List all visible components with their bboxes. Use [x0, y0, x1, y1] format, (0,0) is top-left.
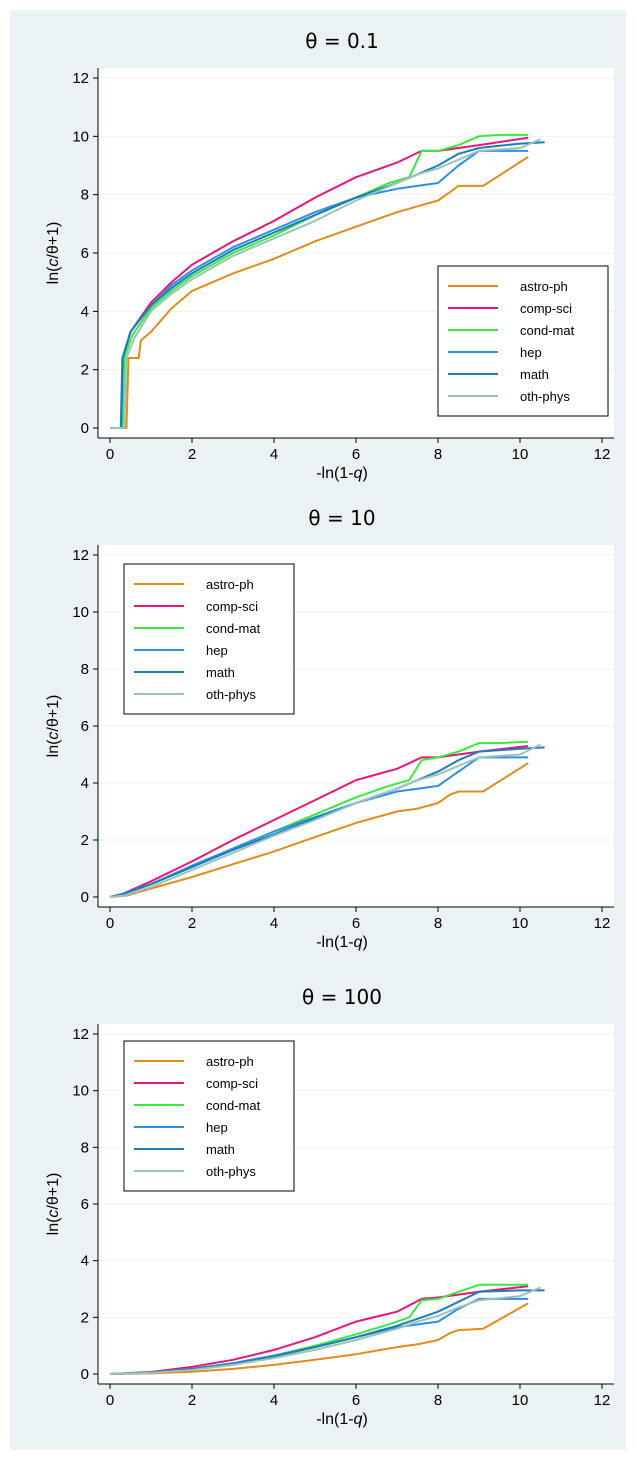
series-line-math [110, 141, 545, 429]
x-tick-label: 8 [434, 446, 442, 463]
y-tick-label: 8 [81, 661, 89, 678]
y-tick-label: 10 [72, 1083, 89, 1100]
x-tick-label: 4 [270, 915, 278, 932]
y-tick-label: 2 [81, 832, 89, 849]
chart-panel-3: 0 2 4 6 8 10 12 0 2 4 6 8 10 12 θ = 100 -ln(1-q) ln(c/θ+… [45, 985, 614, 1428]
legend-label-comp-sci: comp-sci [520, 301, 572, 316]
legend-label-oth-phys: oth-phys [206, 1164, 256, 1179]
x-tick-label: 2 [188, 446, 196, 463]
y-tick-label: 6 [81, 245, 89, 262]
y-tick-label: 2 [81, 1309, 89, 1326]
chart-panel-1: 0 2 4 6 8 10 12 0 2 4 6 8 10 12 θ = 0.1 -ln(1-q) ln(c/θ+… [45, 29, 614, 482]
legend-box [437, 265, 609, 417]
x-tick-label: 10 [512, 1392, 529, 1409]
x-tick-label: 8 [434, 915, 442, 932]
y-tick-label: 4 [81, 775, 89, 792]
legend-label-astro-ph: astro-ph [206, 577, 254, 592]
series-line-oth-phys [109, 1286, 541, 1375]
legend-box [123, 563, 295, 715]
y-axis-label: ln(c/θ+1) [45, 1173, 62, 1236]
x-tick-label: 8 [434, 1392, 442, 1409]
legend-label-math: math [206, 1142, 235, 1157]
y-tick-label: 0 [81, 889, 89, 906]
legend-label-oth-phys: oth-phys [520, 389, 570, 404]
series-line-astro-ph [109, 1302, 529, 1375]
legend-label-math: math [206, 665, 235, 680]
y-tick-label: 12 [72, 547, 89, 564]
y-axis-label: ln(c/θ+1) [45, 222, 62, 285]
chart-panel-2: 0 2 4 6 8 10 12 0 2 4 6 8 10 12 θ = 10 -ln(1-q) ln(c/θ+1… [45, 506, 614, 951]
x-tick-label: 0 [106, 1392, 114, 1409]
chart-title: θ = 100 [302, 985, 382, 1009]
legend-label-oth-phys: oth-phys [206, 687, 256, 702]
legend-label-astro-ph: astro-ph [520, 279, 568, 294]
x-tick-label: 6 [352, 1392, 360, 1409]
x-axis-label: -ln(1-q) [316, 934, 368, 951]
x-tick-label: 12 [594, 446, 611, 463]
legend-box [123, 1040, 295, 1192]
x-tick-label: 2 [188, 915, 196, 932]
legend-label-comp-sci: comp-sci [206, 1076, 258, 1091]
legend-label-cond-mat: cond-mat [206, 1098, 261, 1113]
x-tick-label: 2 [188, 1392, 196, 1409]
legend-label-hep: hep [206, 1120, 228, 1135]
chart-figure: 0 2 4 6 8 10 12 0 2 4 6 8 10 12 θ = 0.1 -ln(1-q) ln(c/θ+… [45, 29, 614, 1428]
y-tick-label: 0 [81, 1366, 89, 1383]
x-tick-label: 4 [270, 1392, 278, 1409]
y-tick-label: 12 [72, 70, 89, 87]
legend-label-hep: hep [206, 643, 228, 658]
x-tick-label: 0 [106, 915, 114, 932]
series-line-oth-phys [110, 138, 541, 429]
x-tick-label: 6 [352, 446, 360, 463]
y-tick-label: 10 [72, 128, 89, 145]
x-tick-label: 12 [594, 915, 611, 932]
chart-title: θ = 10 [308, 506, 375, 530]
y-tick-label: 2 [81, 362, 89, 379]
y-tick-label: 4 [81, 303, 89, 320]
y-tick-label: 6 [81, 1196, 89, 1213]
x-tick-label: 6 [352, 915, 360, 932]
x-axis-label: -ln(1-q) [316, 465, 368, 482]
x-tick-label: 12 [594, 1392, 611, 1409]
y-tick-label: 4 [81, 1253, 89, 1270]
legend-label-math: math [520, 367, 549, 382]
chart-title: θ = 0.1 [305, 29, 379, 53]
y-tick-label: 12 [72, 1026, 89, 1043]
legend-label-cond-mat: cond-mat [206, 621, 261, 636]
legend-label-hep: hep [520, 345, 542, 360]
y-tick-label: 6 [81, 718, 89, 735]
x-tick-label: 0 [106, 446, 114, 463]
series-line-astro-ph [109, 762, 529, 898]
y-tick-label: 10 [72, 604, 89, 621]
x-axis-label: -ln(1-q) [316, 1411, 368, 1428]
x-tick-label: 10 [512, 915, 529, 932]
x-tick-label: 4 [270, 446, 278, 463]
y-axis-label: ln(c/θ+1) [45, 695, 62, 758]
series-line-oth-phys [109, 743, 541, 898]
x-tick-label: 10 [512, 446, 529, 463]
y-tick-label: 0 [81, 420, 89, 437]
y-tick-label: 8 [81, 187, 89, 204]
legend-label-astro-ph: astro-ph [206, 1054, 254, 1069]
figure: 0 2 4 6 8 10 12 0 2 4 6 8 10 12 θ = 0.1 -ln(1-q) ln(c/θ+… [10, 10, 626, 1450]
legend-label-cond-mat: cond-mat [520, 323, 575, 338]
y-tick-label: 8 [81, 1139, 89, 1156]
series-line-astro-ph [110, 155, 529, 429]
legend-label-comp-sci: comp-sci [206, 599, 258, 614]
